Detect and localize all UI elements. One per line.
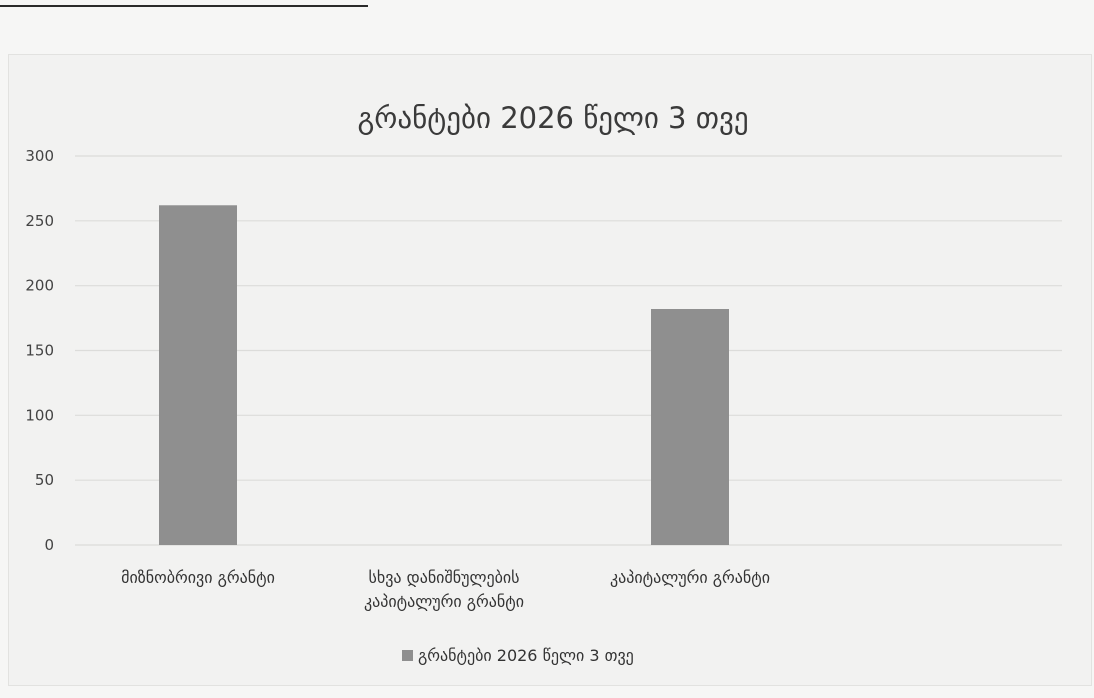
category-label: მიზნობრივი გრანტი [121,568,275,587]
gridlines [75,155,1062,546]
legend-label: გრანტები 2026 წელი 3 თვე [418,646,634,665]
category-label: კაპიტალური გრანტი [364,592,524,611]
y-tick-label: 0 [44,536,54,554]
y-tick-label: 300 [25,147,54,165]
chart-title: გრანტები 2026 წელი 3 თვე [357,101,748,135]
category-label: კაპიტალური გრანტი [610,568,770,587]
y-tick-label: 150 [25,342,54,360]
legend-swatch [402,650,413,661]
y-tick-label: 100 [25,406,54,424]
category-labels: მიზნობრივი გრანტი სხვა დანიშნულების კაპიტა… [121,568,770,611]
y-tick-label: 250 [25,212,54,230]
bar [651,309,729,545]
bars [159,205,729,546]
bar [159,205,237,546]
y-tick-label: 50 [35,471,54,489]
y-axis-ticks: 0 50 100 150 200 250 300 [25,147,54,554]
legend: გრანტები 2026 წელი 3 თვე [402,646,634,665]
top-rule [0,5,368,7]
category-label: სხვა დანიშნულების [368,568,519,587]
y-tick-label: 200 [25,277,54,295]
